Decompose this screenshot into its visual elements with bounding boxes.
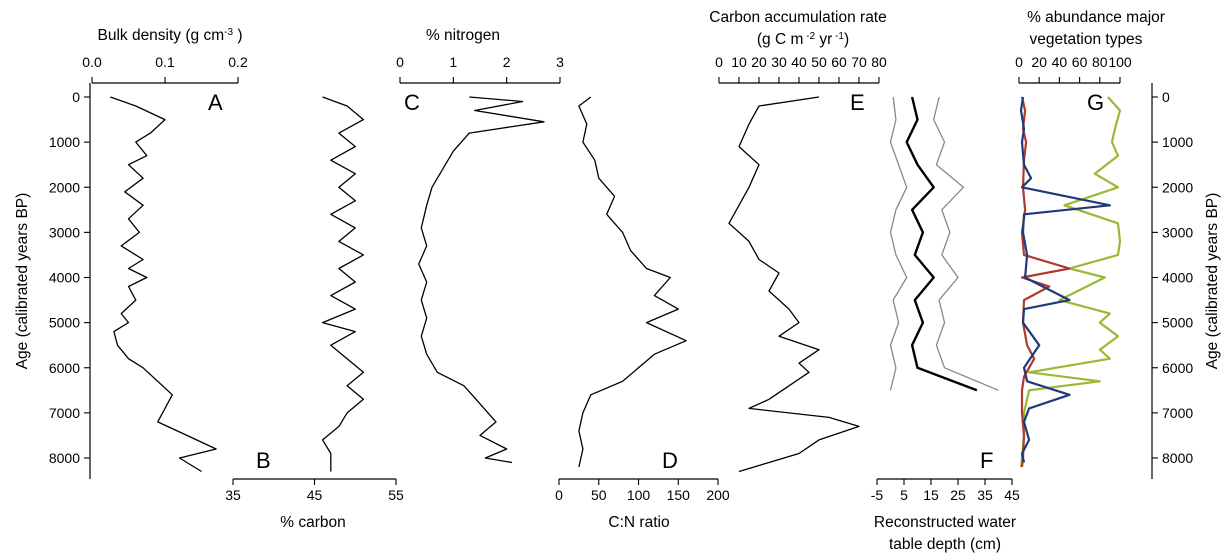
panel-f-letter: F xyxy=(980,448,993,473)
left-age-tick-label: 5000 xyxy=(49,315,80,331)
x-tick-label: 100 xyxy=(627,487,651,503)
panel-b: 35 45 55 % carbon B xyxy=(225,96,404,531)
x-tick-label: 60 xyxy=(831,54,847,70)
x-tick-label: 25 xyxy=(950,487,966,503)
x-tick-label: 80 xyxy=(871,54,887,70)
series-line xyxy=(728,96,860,473)
series-line xyxy=(889,96,908,391)
x-tick-label: 0 xyxy=(555,487,563,503)
right-age-tick-label: 4000 xyxy=(1162,270,1193,286)
panel-f: -5 5 15 25 35 45 Reconstructed water table de… xyxy=(871,96,1020,553)
x-tick-label: 3 xyxy=(556,54,564,70)
right-age-tick-label: 3000 xyxy=(1162,224,1193,240)
series-line xyxy=(321,96,365,472)
panel-g-letter: G xyxy=(1087,90,1104,115)
x-tick-label: 20 xyxy=(1031,54,1047,70)
series-line xyxy=(418,96,545,464)
x-tick-label: 40 xyxy=(791,54,807,70)
panel-f-axis-label-2: table depth (cm) xyxy=(889,536,1001,553)
panel-f-axis-label: Reconstructed water xyxy=(874,514,1016,531)
right-age-tick-label: 8000 xyxy=(1162,450,1193,466)
left-age-tick-label: 8000 xyxy=(49,450,80,466)
right-age-axis-label: Age (calibrated years BP) xyxy=(1204,193,1221,370)
series-line xyxy=(1020,96,1071,468)
panel-b-axis-label: % carbon xyxy=(280,514,345,531)
panel-a-axis-label: Bulk density (g cm-3 ) xyxy=(97,27,242,45)
series-line xyxy=(905,96,978,392)
left-age-tick-label: 6000 xyxy=(49,360,80,376)
x-tick-label: 2 xyxy=(503,54,511,70)
panel-e-axis-units: (g C m -2 yr -1) xyxy=(757,31,849,49)
panel-a: 0.0 0.1 0.2 Bulk density (g cm-3 ) A xyxy=(82,27,248,473)
left-age-tick-label: 1000 xyxy=(49,134,80,150)
panel-e-axis-label: Carbon accumulation rate xyxy=(709,9,887,26)
x-tick-label: 20 xyxy=(751,54,767,70)
x-tick-label: 60 xyxy=(1072,54,1088,70)
x-tick-label: 200 xyxy=(706,487,730,503)
panel-e: 0 10 20 30 40 50 60 70 80 Carbon accumulation ra… xyxy=(709,9,887,473)
x-tick-label: 70 xyxy=(851,54,867,70)
panel-g: 0 20 40 60 80 100 % abundance major vegetatio… xyxy=(1015,9,1165,468)
x-tick-label: 55 xyxy=(388,487,404,503)
x-tick-label: 5 xyxy=(900,487,908,503)
x-tick-label: 0.2 xyxy=(228,54,248,70)
x-tick-label: 50 xyxy=(591,487,607,503)
panel-c-axis-label: % nitrogen xyxy=(426,27,500,44)
left-age-tick-label: 2000 xyxy=(49,179,80,195)
right-age-tick-label: 5000 xyxy=(1162,315,1193,331)
left-age-tick-label: 3000 xyxy=(49,224,80,240)
left-age-tick-label: 7000 xyxy=(49,405,80,421)
x-tick-label: 1 xyxy=(449,54,457,70)
series-line xyxy=(1019,96,1112,463)
x-tick-label: -5 xyxy=(871,487,884,503)
x-tick-label: 10 xyxy=(731,54,747,70)
x-tick-label: 45 xyxy=(1004,487,1020,503)
series-line xyxy=(933,96,999,391)
panel-d-axis-label: C:N ratio xyxy=(608,514,669,531)
x-tick-label: 40 xyxy=(1052,54,1068,70)
left-age-axis: 0 1000 2000 3000 4000 5000 6000 7000 8000 Age (c… xyxy=(14,83,91,479)
x-tick-label: 0 xyxy=(396,54,404,70)
panel-e-letter: E xyxy=(850,90,865,115)
panel-g-axis-label: % abundance major xyxy=(1027,9,1165,26)
panel-b-letter: B xyxy=(256,448,271,473)
left-age-axis-label: Age (calibrated years BP) xyxy=(14,193,31,370)
x-tick-label: 35 xyxy=(977,487,993,503)
panel-a-letter: A xyxy=(208,90,223,115)
x-tick-label: 80 xyxy=(1092,54,1108,70)
right-age-tick-label: 2000 xyxy=(1162,179,1193,195)
x-tick-label: 0 xyxy=(1015,54,1023,70)
x-tick-label: 100 xyxy=(1108,54,1132,70)
panel-c-letter: C xyxy=(404,90,420,115)
x-tick-label: 15 xyxy=(923,487,939,503)
right-age-tick-label: 1000 xyxy=(1162,134,1193,150)
panel-d: 0 50 100 150 200 C:N ratio D xyxy=(555,96,730,531)
x-tick-label: 35 xyxy=(225,487,241,503)
right-age-axis: 0 1000 2000 3000 4000 5000 6000 7000 8000 Age (c… xyxy=(1151,83,1221,479)
right-age-tick-label: 7000 xyxy=(1162,405,1193,421)
panel-d-letter: D xyxy=(662,448,678,473)
right-age-tick-label: 6000 xyxy=(1162,360,1193,376)
panel-c: 0 1 2 3 % nitrogen C xyxy=(396,27,564,464)
series-line xyxy=(1019,96,1122,468)
x-tick-label: 0 xyxy=(715,54,723,70)
x-tick-label: 45 xyxy=(307,487,323,503)
left-age-tick-label: 0 xyxy=(72,89,80,105)
panel-g-axis-label-2: vegetation types xyxy=(1030,31,1143,48)
x-tick-label: 30 xyxy=(771,54,787,70)
right-age-tick-label: 0 xyxy=(1162,89,1170,105)
series-line xyxy=(110,96,217,473)
x-tick-label: 0.1 xyxy=(155,54,175,70)
series-line xyxy=(578,96,687,468)
x-tick-label: 50 xyxy=(811,54,827,70)
x-tick-label: 150 xyxy=(667,487,691,503)
x-tick-label: 0.0 xyxy=(82,54,102,70)
left-age-tick-label: 4000 xyxy=(49,270,80,286)
